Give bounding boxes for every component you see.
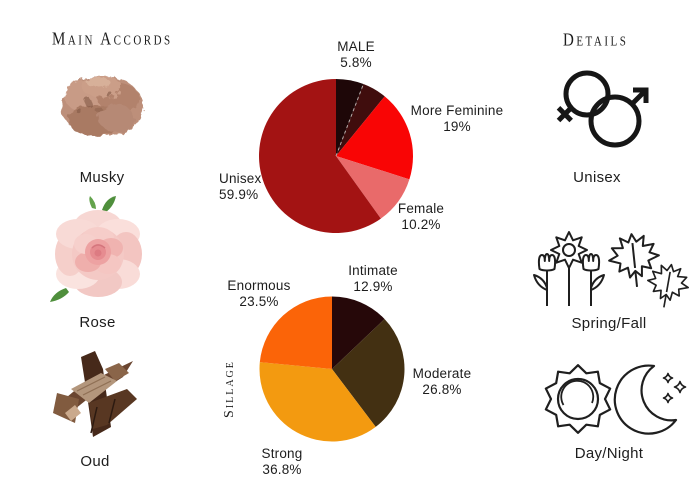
- sun-icon: [544, 364, 612, 434]
- moon-stars-icon: [613, 364, 687, 435]
- slice-name: MALE: [337, 39, 375, 54]
- slice-value: 36.8%: [262, 462, 302, 478]
- unisex-gender-icon: [556, 70, 649, 148]
- pink-rose-image: [50, 196, 142, 302]
- gender-pie-label-unisex: Unisex 59.9%: [219, 171, 289, 204]
- main-accords-title: Main Accords: [52, 30, 173, 50]
- slice-name: Moderate: [412, 366, 472, 381]
- detail-label-unisex: Unisex: [573, 169, 621, 186]
- slice-value: 10.2%: [401, 217, 441, 233]
- pie-slice-intimate: [332, 296, 385, 369]
- dashed-slice-divider: [335, 85, 364, 157]
- flower-petals: [550, 231, 588, 269]
- detail-label-day-night: Day/Night: [574, 445, 644, 462]
- maple-leaf-icon: [608, 233, 660, 287]
- spring-flowers-maple-leaves-icon: [533, 231, 690, 308]
- slice-value: 5.8%: [340, 55, 372, 71]
- pie-slice-unlabeled: [336, 84, 385, 156]
- sillage-pie-label-intimate: Intimate 12.9%: [332, 263, 414, 296]
- gender-pie-label-male: MALE 5.8%: [316, 39, 396, 72]
- slice-name: More Feminine: [410, 103, 504, 118]
- musk-fluff-image: [61, 76, 143, 136]
- pie-slice-enormous: [259, 296, 332, 369]
- detail-label-spring-fall: Spring/Fall: [571, 315, 647, 332]
- slice-name: Intimate: [348, 263, 398, 278]
- slice-name: Enormous: [227, 278, 291, 293]
- pie-slice-more-feminine: [336, 96, 414, 180]
- sillage-pie-label-enormous: Enormous 23.5%: [219, 278, 299, 311]
- spring-flower-icon: [550, 231, 588, 306]
- pie-slice-female: [336, 156, 410, 219]
- sun-rays: [544, 364, 612, 434]
- maple-leaf-icon: [646, 263, 690, 308]
- slice-name: Strong: [261, 446, 303, 461]
- sillage-pie-label-strong: Strong 36.8%: [242, 446, 322, 479]
- tulip-left-icon: [533, 253, 557, 306]
- tulip-right-icon: [581, 253, 605, 306]
- sillage-pie-chart: [259, 296, 405, 442]
- gender-pie-label-more-feminine: More Feminine 19%: [407, 103, 507, 136]
- pie-slice-moderate: [332, 319, 405, 427]
- star-sparkle-icon: [662, 372, 674, 384]
- gender-pie-chart: [259, 79, 414, 233]
- sillage-axis-label: Sillage: [222, 360, 237, 418]
- slice-value: 19%: [443, 119, 471, 135]
- slice-name: Unisex: [219, 171, 262, 186]
- slice-value: 26.8%: [422, 382, 462, 398]
- slice-value: 12.9%: [353, 279, 393, 295]
- slice-value: 59.9%: [219, 187, 259, 203]
- pie-slice-unisex: [259, 79, 381, 233]
- oud-wood-image: [53, 351, 137, 437]
- pie-slice-strong: [259, 362, 376, 442]
- star-sparkle-icon: [662, 392, 674, 404]
- details-title: Details: [563, 31, 629, 51]
- accord-label-musky: Musky: [79, 169, 125, 186]
- accord-label-rose: Rose: [79, 314, 116, 331]
- gender-pie-label-female: Female 10.2%: [381, 201, 461, 234]
- sun-and-moon-icon: [544, 364, 687, 435]
- star-sparkle-icon: [673, 380, 687, 394]
- accord-label-oud: Oud: [80, 453, 110, 470]
- slice-value: 23.5%: [239, 294, 279, 310]
- slice-name: Female: [397, 201, 445, 216]
- sillage-pie-label-moderate: Moderate 26.8%: [401, 366, 483, 399]
